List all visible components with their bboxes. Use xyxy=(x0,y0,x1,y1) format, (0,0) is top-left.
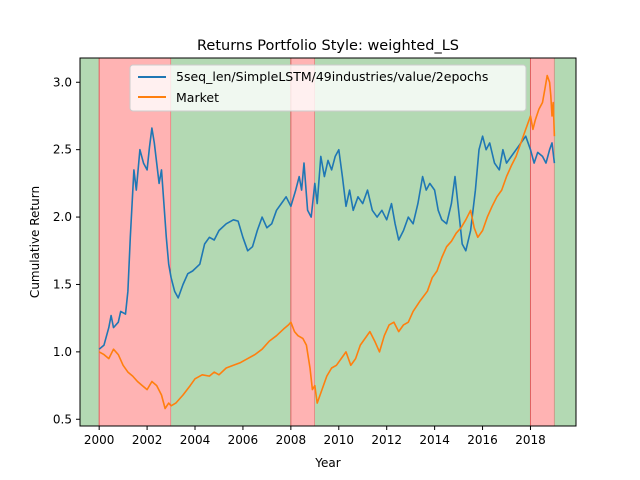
x-tick-label: 2014 xyxy=(419,433,450,447)
y-tick-label: 0.5 xyxy=(53,412,72,426)
regime-band-bull xyxy=(554,58,576,426)
x-tick-label: 2016 xyxy=(467,433,498,447)
x-axis: 2000 2002 2004 2006 2008 2010 2012 2014 2016 2018 xyxy=(84,426,546,447)
plot-area xyxy=(79,57,577,427)
y-axis-label: Cumulative Return xyxy=(28,186,42,298)
series-line-market xyxy=(98,74,556,410)
x-tick-label: 2012 xyxy=(371,433,402,447)
regime-band-bear xyxy=(530,58,555,426)
y-tick-label: 1.0 xyxy=(53,345,72,359)
legend-label-lstm: 5seq_len/SimpleLSTM/49industries/value/2… xyxy=(176,69,488,84)
chart-title: Returns Portfolio Style: weighted_LS xyxy=(197,38,459,54)
regime-band-bull xyxy=(171,58,291,426)
regime-band-bear xyxy=(290,58,315,426)
regime-band-bear xyxy=(99,58,172,426)
y-tick-label: 2.0 xyxy=(53,210,72,224)
legend-label-market: Market xyxy=(176,90,219,105)
y-tick-label: 3.0 xyxy=(53,75,72,89)
x-tick-label: 2000 xyxy=(84,433,115,447)
legend: 5seq_len/SimpleLSTM/49industries/value/2… xyxy=(129,64,527,112)
x-axis-label: Year xyxy=(314,456,340,470)
x-tick-label: 2008 xyxy=(276,433,307,447)
x-tick-label: 2006 xyxy=(228,433,259,447)
plot-frame xyxy=(79,57,577,427)
regime-bands xyxy=(80,58,576,426)
regime-band-bull xyxy=(80,58,100,426)
x-tick-label: 2004 xyxy=(180,433,211,447)
series-line-lstm xyxy=(98,127,556,350)
y-tick-label: 1.5 xyxy=(53,277,72,291)
y-axis: 0.5 1.0 1.5 2.0 2.5 3.0 xyxy=(53,75,80,426)
regime-band-bull xyxy=(314,58,531,426)
x-tick-label: 2002 xyxy=(132,433,163,447)
series-lines xyxy=(98,74,556,410)
x-tick-label: 2018 xyxy=(515,433,546,447)
y-tick-label: 2.5 xyxy=(53,143,72,157)
legend-box xyxy=(129,64,527,112)
x-tick-label: 2010 xyxy=(324,433,355,447)
